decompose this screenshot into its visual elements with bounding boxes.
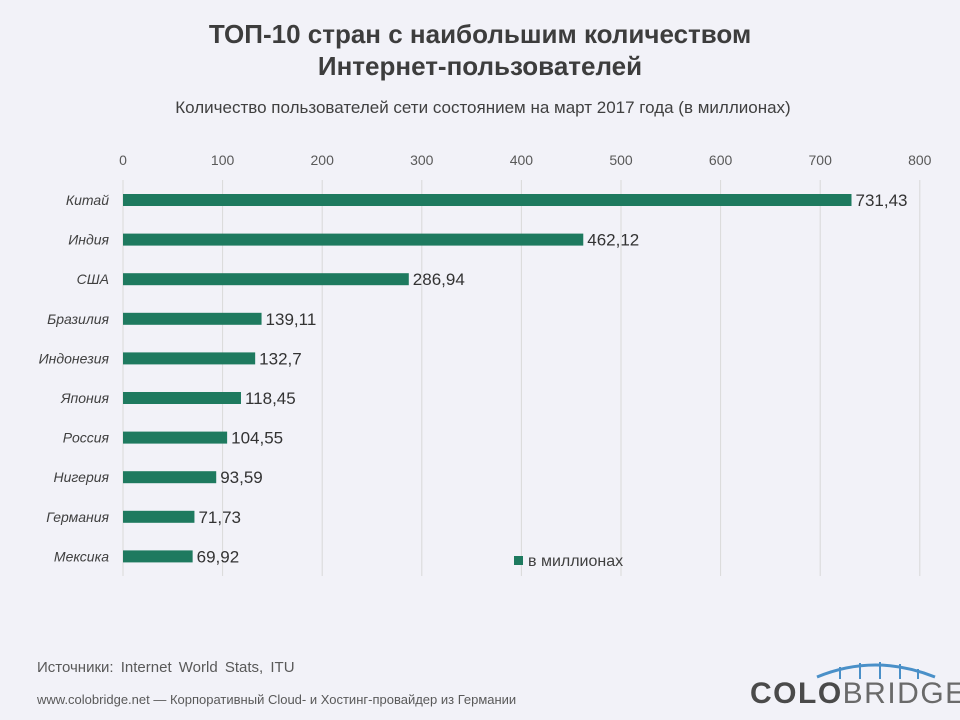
- bar-chart: 0 100 200 300 400 500 600 700 800 Китай 731,43 Инди…: [39, 152, 932, 576]
- colobridge-logo: COLOBRIDGE: [745, 655, 960, 715]
- legend-label: в миллионах: [528, 553, 623, 570]
- data-label: 71,73: [198, 508, 241, 527]
- logo-text-bridge: BRIDGE: [842, 677, 960, 710]
- x-tick-label: 400: [510, 152, 534, 168]
- bar: [123, 392, 241, 404]
- x-tick-label: 100: [211, 152, 235, 168]
- x-tick-label: 600: [709, 152, 733, 168]
- category-label: Германия: [46, 509, 109, 525]
- bar: [123, 352, 256, 365]
- category-label: Китай: [66, 192, 109, 208]
- category-label: Индонезия: [39, 350, 110, 366]
- x-tick-label: 200: [311, 152, 335, 168]
- bar: [123, 233, 584, 246]
- logo-text-colo: COLO: [750, 677, 843, 710]
- bar: [123, 510, 195, 523]
- bar: [123, 550, 193, 563]
- data-label: 286,94: [413, 270, 465, 289]
- x-tick-label: 0: [119, 152, 127, 168]
- data-label: 104,55: [231, 429, 283, 448]
- bar: [123, 312, 262, 325]
- data-label: 731,43: [856, 191, 908, 210]
- category-label: Нигерия: [54, 469, 110, 485]
- x-tick-label: 800: [908, 152, 932, 168]
- category-label: Мексика: [54, 548, 109, 564]
- logo-wordmark: COLOBRIDGE: [750, 677, 960, 711]
- chart-title: ТОП-10 стран с наибольшим количеством Ин…: [0, 18, 960, 82]
- category-label: Россия: [63, 430, 110, 446]
- bar: [123, 273, 409, 286]
- data-label: 93,59: [220, 468, 263, 487]
- footer-text: www.colobridge.net — Корпоративный Cloud…: [37, 692, 517, 707]
- bar: [123, 194, 852, 206]
- x-tick-label: 300: [410, 152, 434, 168]
- category-label: США: [77, 271, 109, 287]
- bar: [123, 431, 228, 444]
- x-tick-label: 500: [609, 152, 633, 168]
- data-label: 139,11: [266, 310, 317, 329]
- category-label: Бразилия: [47, 311, 109, 327]
- chart-title-line2: Интернет-пользователей: [317, 51, 643, 81]
- data-label: 132,7: [259, 349, 302, 368]
- data-label: 69,92: [197, 547, 240, 566]
- chart-subtitle: Количество пользователей сети состоянием…: [175, 98, 791, 117]
- category-label: Индия: [68, 232, 109, 248]
- legend-swatch: [514, 556, 523, 565]
- source-note: Источники: Internet World Stats, ITU: [37, 659, 295, 676]
- data-label: 118,45: [245, 389, 296, 408]
- bar: [123, 471, 217, 484]
- x-tick-label: 700: [809, 152, 833, 168]
- category-label: Япония: [60, 390, 110, 406]
- bridge-arc-icon: [816, 662, 936, 679]
- chart-title-line1: ТОП-10 стран с наибольшим количеством: [208, 19, 752, 49]
- data-label: 462,12: [587, 231, 639, 250]
